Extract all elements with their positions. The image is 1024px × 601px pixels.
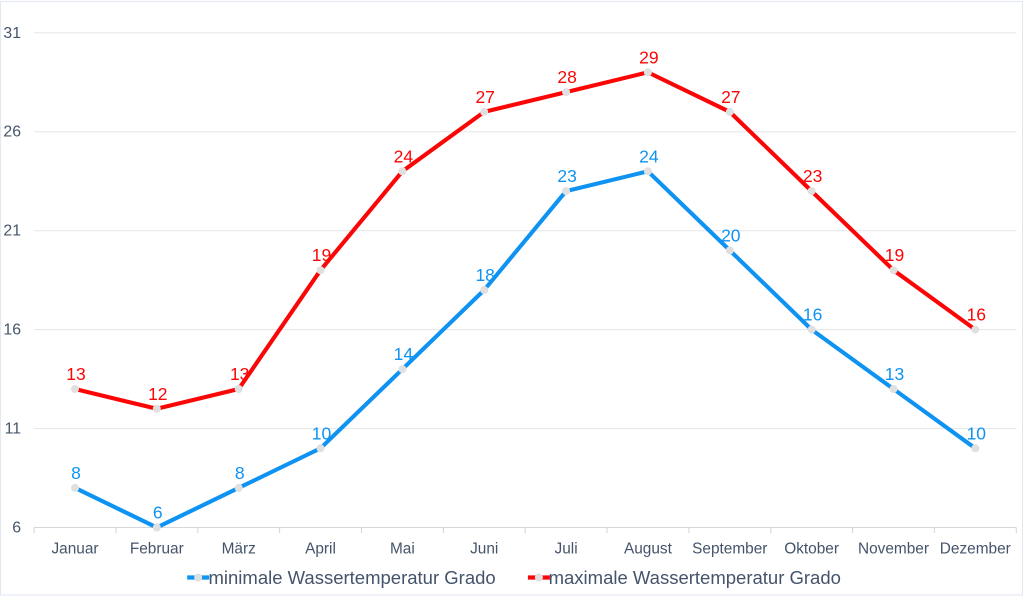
svg-text:September: September — [692, 541, 767, 558]
svg-text:27: 27 — [475, 87, 494, 107]
svg-text:März: März — [222, 541, 256, 558]
svg-text:10: 10 — [312, 423, 332, 443]
svg-text:16: 16 — [967, 305, 986, 325]
svg-text:16: 16 — [3, 322, 21, 339]
svg-text:Februar: Februar — [130, 541, 184, 558]
svg-text:November: November — [858, 541, 929, 558]
svg-text:6: 6 — [153, 503, 163, 523]
svg-text:20: 20 — [721, 225, 741, 245]
svg-text:Januar: Januar — [51, 541, 98, 558]
svg-text:8: 8 — [235, 463, 245, 483]
svg-text:August: August — [624, 541, 673, 558]
svg-text:12: 12 — [148, 384, 167, 404]
svg-text:29: 29 — [639, 47, 658, 67]
svg-text:31: 31 — [3, 25, 21, 42]
svg-text:minimale Wassertemperatur Grad: minimale Wassertemperatur Grado — [209, 567, 496, 588]
svg-text:Juli: Juli — [555, 541, 578, 558]
svg-text:8: 8 — [71, 463, 81, 483]
svg-text:maximale Wassertemperatur Grad: maximale Wassertemperatur Grado — [549, 567, 841, 588]
svg-text:Dezember: Dezember — [940, 541, 1011, 558]
svg-text:19: 19 — [885, 245, 904, 265]
svg-text:13: 13 — [66, 364, 85, 384]
svg-text:14: 14 — [394, 344, 414, 364]
svg-text:13: 13 — [230, 364, 249, 384]
svg-text:13: 13 — [885, 364, 904, 384]
svg-text:April: April — [305, 541, 336, 558]
svg-text:18: 18 — [475, 265, 494, 285]
svg-text:24: 24 — [394, 146, 414, 166]
svg-text:23: 23 — [803, 166, 822, 186]
svg-text:23: 23 — [557, 166, 576, 186]
svg-text:10: 10 — [967, 423, 987, 443]
svg-text:21: 21 — [3, 223, 21, 240]
svg-text:27: 27 — [721, 87, 740, 107]
svg-text:26: 26 — [3, 124, 21, 141]
svg-text:6: 6 — [12, 520, 21, 537]
svg-text:16: 16 — [803, 305, 822, 325]
svg-text:Juni: Juni — [470, 541, 498, 558]
svg-text:28: 28 — [557, 67, 576, 87]
svg-text:19: 19 — [312, 245, 331, 265]
svg-text:Mai: Mai — [390, 541, 415, 558]
svg-text:24: 24 — [639, 146, 659, 166]
svg-text:Oktober: Oktober — [784, 541, 839, 558]
svg-text:11: 11 — [5, 421, 22, 438]
